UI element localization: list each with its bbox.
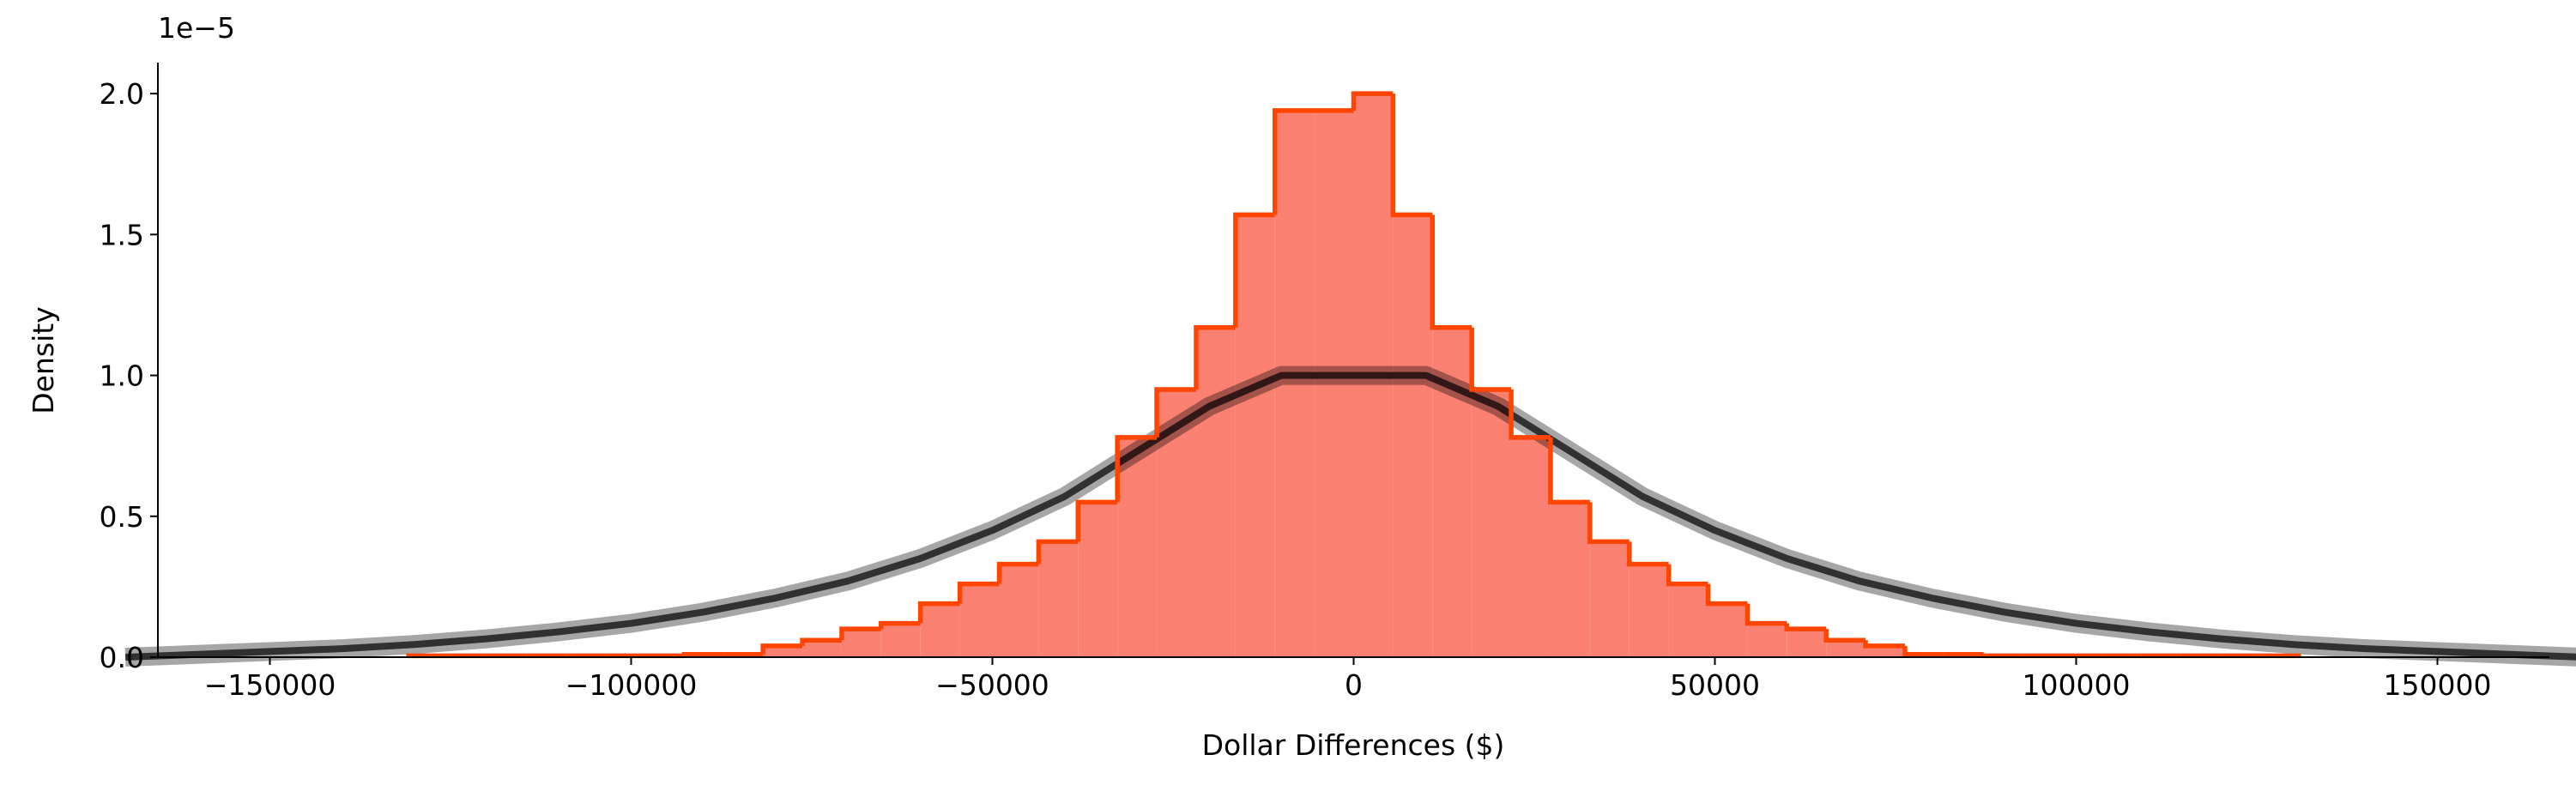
bin-outline	[1154, 387, 1196, 438]
bin-outline	[1233, 212, 1275, 328]
bin-outline	[1272, 108, 1315, 215]
x-tick-label: 0	[1345, 668, 1363, 702]
bar	[1589, 541, 1630, 657]
bar	[1629, 564, 1669, 657]
bin-outline	[1666, 564, 1708, 587]
bar	[1472, 389, 1512, 657]
bin-outline	[1115, 435, 1158, 503]
y-axis-label: Density	[27, 306, 60, 414]
bar	[1038, 541, 1079, 657]
y-tick-label: 1.0	[100, 359, 144, 393]
bin-outline	[1745, 603, 1787, 626]
y-tick-label: 0.5	[100, 500, 144, 534]
bar	[1550, 502, 1590, 657]
bar	[959, 583, 1000, 657]
bar	[1274, 110, 1315, 658]
bar	[1195, 327, 1236, 657]
bin-outline	[1980, 653, 2023, 659]
bin-outline	[1390, 94, 1433, 218]
y-offset-label: 1e−5	[158, 11, 235, 45]
bin-outline	[800, 637, 842, 646]
y-tick-label: 1.5	[100, 218, 144, 251]
bar	[802, 640, 842, 657]
bar	[880, 623, 921, 657]
bar	[1865, 645, 1905, 657]
bar	[1708, 603, 1748, 657]
bin-outline	[957, 581, 1000, 604]
bin-outline	[839, 626, 881, 641]
bin-outline	[1430, 214, 1472, 330]
y-tick-label: 2.0	[100, 77, 144, 111]
bin-outline	[681, 651, 724, 657]
x-tick-label: −50000	[935, 668, 1049, 702]
x-tick-label: −150000	[204, 668, 336, 702]
bar	[1117, 437, 1158, 657]
bin-outline	[1863, 640, 1905, 649]
bar	[1078, 502, 1118, 657]
bar	[1668, 583, 1708, 657]
bin-outline	[1469, 327, 1512, 392]
bin-outline	[1626, 541, 1669, 567]
bar	[1787, 629, 1827, 657]
bin-outline	[1705, 583, 1748, 607]
bin-outline	[1075, 499, 1118, 542]
x-tick-label: 50000	[1670, 668, 1760, 702]
bar	[841, 629, 881, 657]
bar	[920, 603, 960, 657]
bar	[1235, 214, 1275, 657]
bin-outline	[879, 620, 921, 630]
y-tick-label: 0.0	[100, 641, 144, 674]
bar	[1747, 623, 1787, 657]
bin-outline	[1548, 437, 1590, 505]
density-line	[124, 371, 2576, 661]
bin-outline	[1823, 629, 1866, 643]
x-tick-label: −100000	[565, 668, 698, 702]
bin-outline	[1587, 502, 1630, 545]
x-tick-label: 100000	[2023, 668, 2131, 702]
bin-outline	[1509, 389, 1551, 440]
bin-outline	[1351, 91, 1394, 111]
bin-outline	[1902, 645, 1944, 657]
bar	[1314, 110, 1354, 658]
bar	[999, 564, 1039, 657]
bin-outline	[1036, 539, 1079, 565]
bar	[763, 645, 803, 657]
bin-outline	[917, 601, 960, 624]
bar	[1393, 214, 1433, 657]
bin-outline	[1194, 324, 1236, 389]
bar	[1511, 437, 1551, 657]
bin-outline	[1784, 623, 1827, 631]
bin-outline	[760, 643, 803, 655]
bar	[1826, 640, 1866, 657]
x-tick-label: 150000	[2383, 668, 2491, 702]
bin-outline	[996, 561, 1039, 584]
x-axis-label: Dollar Differences ($)	[1202, 728, 1505, 762]
